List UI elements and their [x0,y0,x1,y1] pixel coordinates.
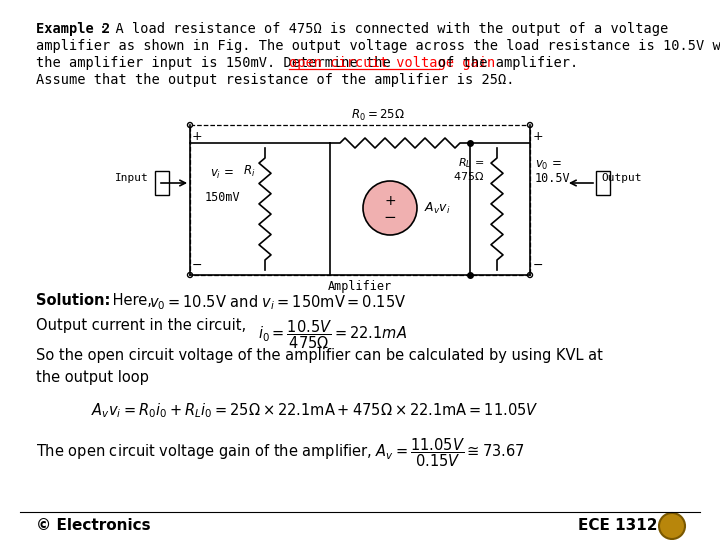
Text: +: + [192,130,202,143]
Circle shape [187,273,192,278]
Text: Output current in the circuit,: Output current in the circuit, [36,318,256,333]
Text: −: − [192,259,202,272]
Text: ECE 1312: ECE 1312 [578,518,658,533]
Text: Amplifier: Amplifier [328,280,392,293]
Text: the amplifier input is 150mV. Determine the: the amplifier input is 150mV. Determine … [36,56,399,70]
Circle shape [528,123,533,127]
Text: 150mV: 150mV [204,191,240,204]
Bar [155,171,169,195]
Text: amplifier as shown in Fig. The output voltage across the load resistance is 10.5: amplifier as shown in Fig. The output vo… [36,39,720,53]
Text: $475\Omega$: $475\Omega$ [453,170,484,182]
Text: © Electronics: © Electronics [36,518,150,533]
Text: : A load resistance of 475Ω is connected with the output of a voltage: : A load resistance of 475Ω is connected… [99,22,668,36]
Text: Assume that the output resistance of the amplifier is 25Ω.: Assume that the output resistance of the… [36,73,515,87]
Text: $R_L\,=$: $R_L\,=$ [457,156,484,170]
Text: $R_i$: $R_i$ [243,164,255,179]
Text: of the amplifier.: of the amplifier. [438,56,579,70]
Text: $i_0 = \dfrac{10.5V}{475\Omega} = 22.1mA$: $i_0 = \dfrac{10.5V}{475\Omega} = 22.1mA… [258,318,407,350]
Text: −: − [533,259,544,272]
Text: Output: Output [602,173,642,183]
Text: Solution:: Solution: [36,293,110,308]
Circle shape [528,273,533,278]
Text: $R_0 = 25\Omega$: $R_0 = 25\Omega$ [351,108,405,123]
Text: $A_v v_i$: $A_v v_i$ [424,200,451,215]
Circle shape [659,513,685,539]
Text: $v_0 = 10.5\mathrm{V}$ and $v_i = 150\mathrm{mV} = 0.15\mathrm{V}$: $v_0 = 10.5\mathrm{V}$ and $v_i = 150\ma… [149,293,406,312]
Circle shape [363,181,417,235]
Text: −: − [384,210,397,225]
Circle shape [187,123,192,127]
Text: $A_v v_i = R_0 i_0 + R_L i_0 = 25\Omega \times 22.1\mathrm{mA} + 475\Omega \time: $A_v v_i = R_0 i_0 + R_L i_0 = 25\Omega … [91,401,539,420]
Text: The open circuit voltage gain of the amplifier, $A_v = \dfrac{11.05V}{0.15V} \co: The open circuit voltage gain of the amp… [36,436,525,469]
Text: +: + [384,194,396,208]
Text: Here,: Here, [108,293,161,308]
Text: $v_i\,=$: $v_i\,=$ [210,168,234,181]
Text: 10.5V: 10.5V [535,172,571,186]
Text: open circuit voltage gain: open circuit voltage gain [289,56,503,70]
Text: +: + [533,130,544,143]
Bar [596,171,610,195]
Text: So the open circuit voltage of the amplifier can be calculated by using KVL at: So the open circuit voltage of the ampli… [36,348,603,363]
Text: Input: Input [115,173,149,183]
Text: the output loop: the output loop [36,370,149,385]
Text: Example 2: Example 2 [36,22,110,36]
Text: $v_0\,=$: $v_0\,=$ [535,158,562,172]
